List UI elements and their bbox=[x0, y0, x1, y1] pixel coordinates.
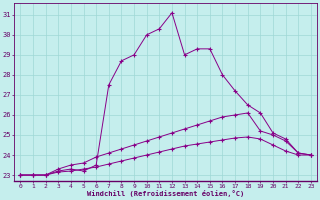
X-axis label: Windchill (Refroidissement éolien,°C): Windchill (Refroidissement éolien,°C) bbox=[87, 190, 244, 197]
